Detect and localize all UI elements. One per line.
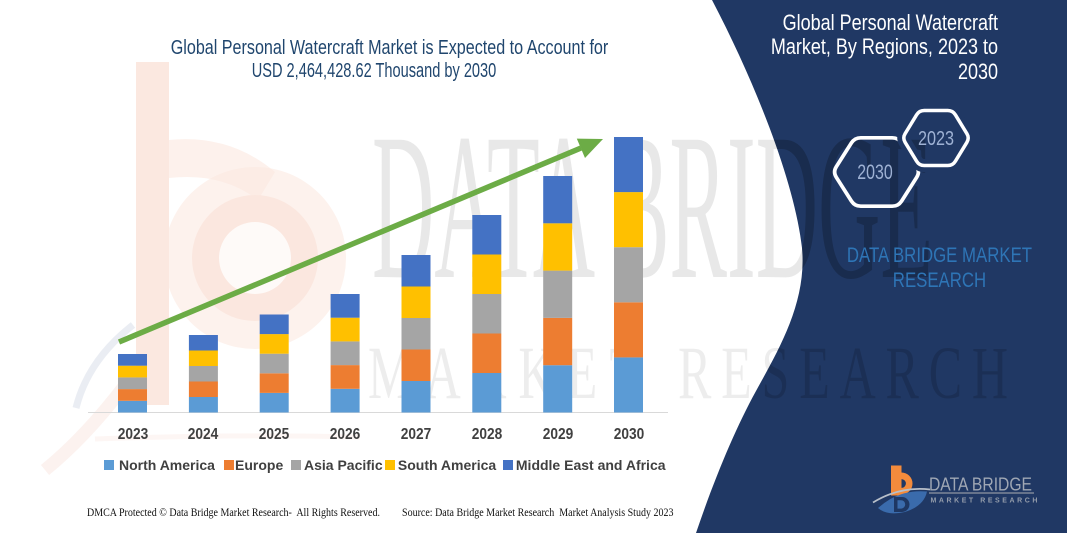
svg-text:DATA BRIDGE: DATA BRIDGE — [929, 474, 1032, 495]
svg-text:MARKET RESEARCH: MARKET RESEARCH — [931, 498, 1040, 505]
